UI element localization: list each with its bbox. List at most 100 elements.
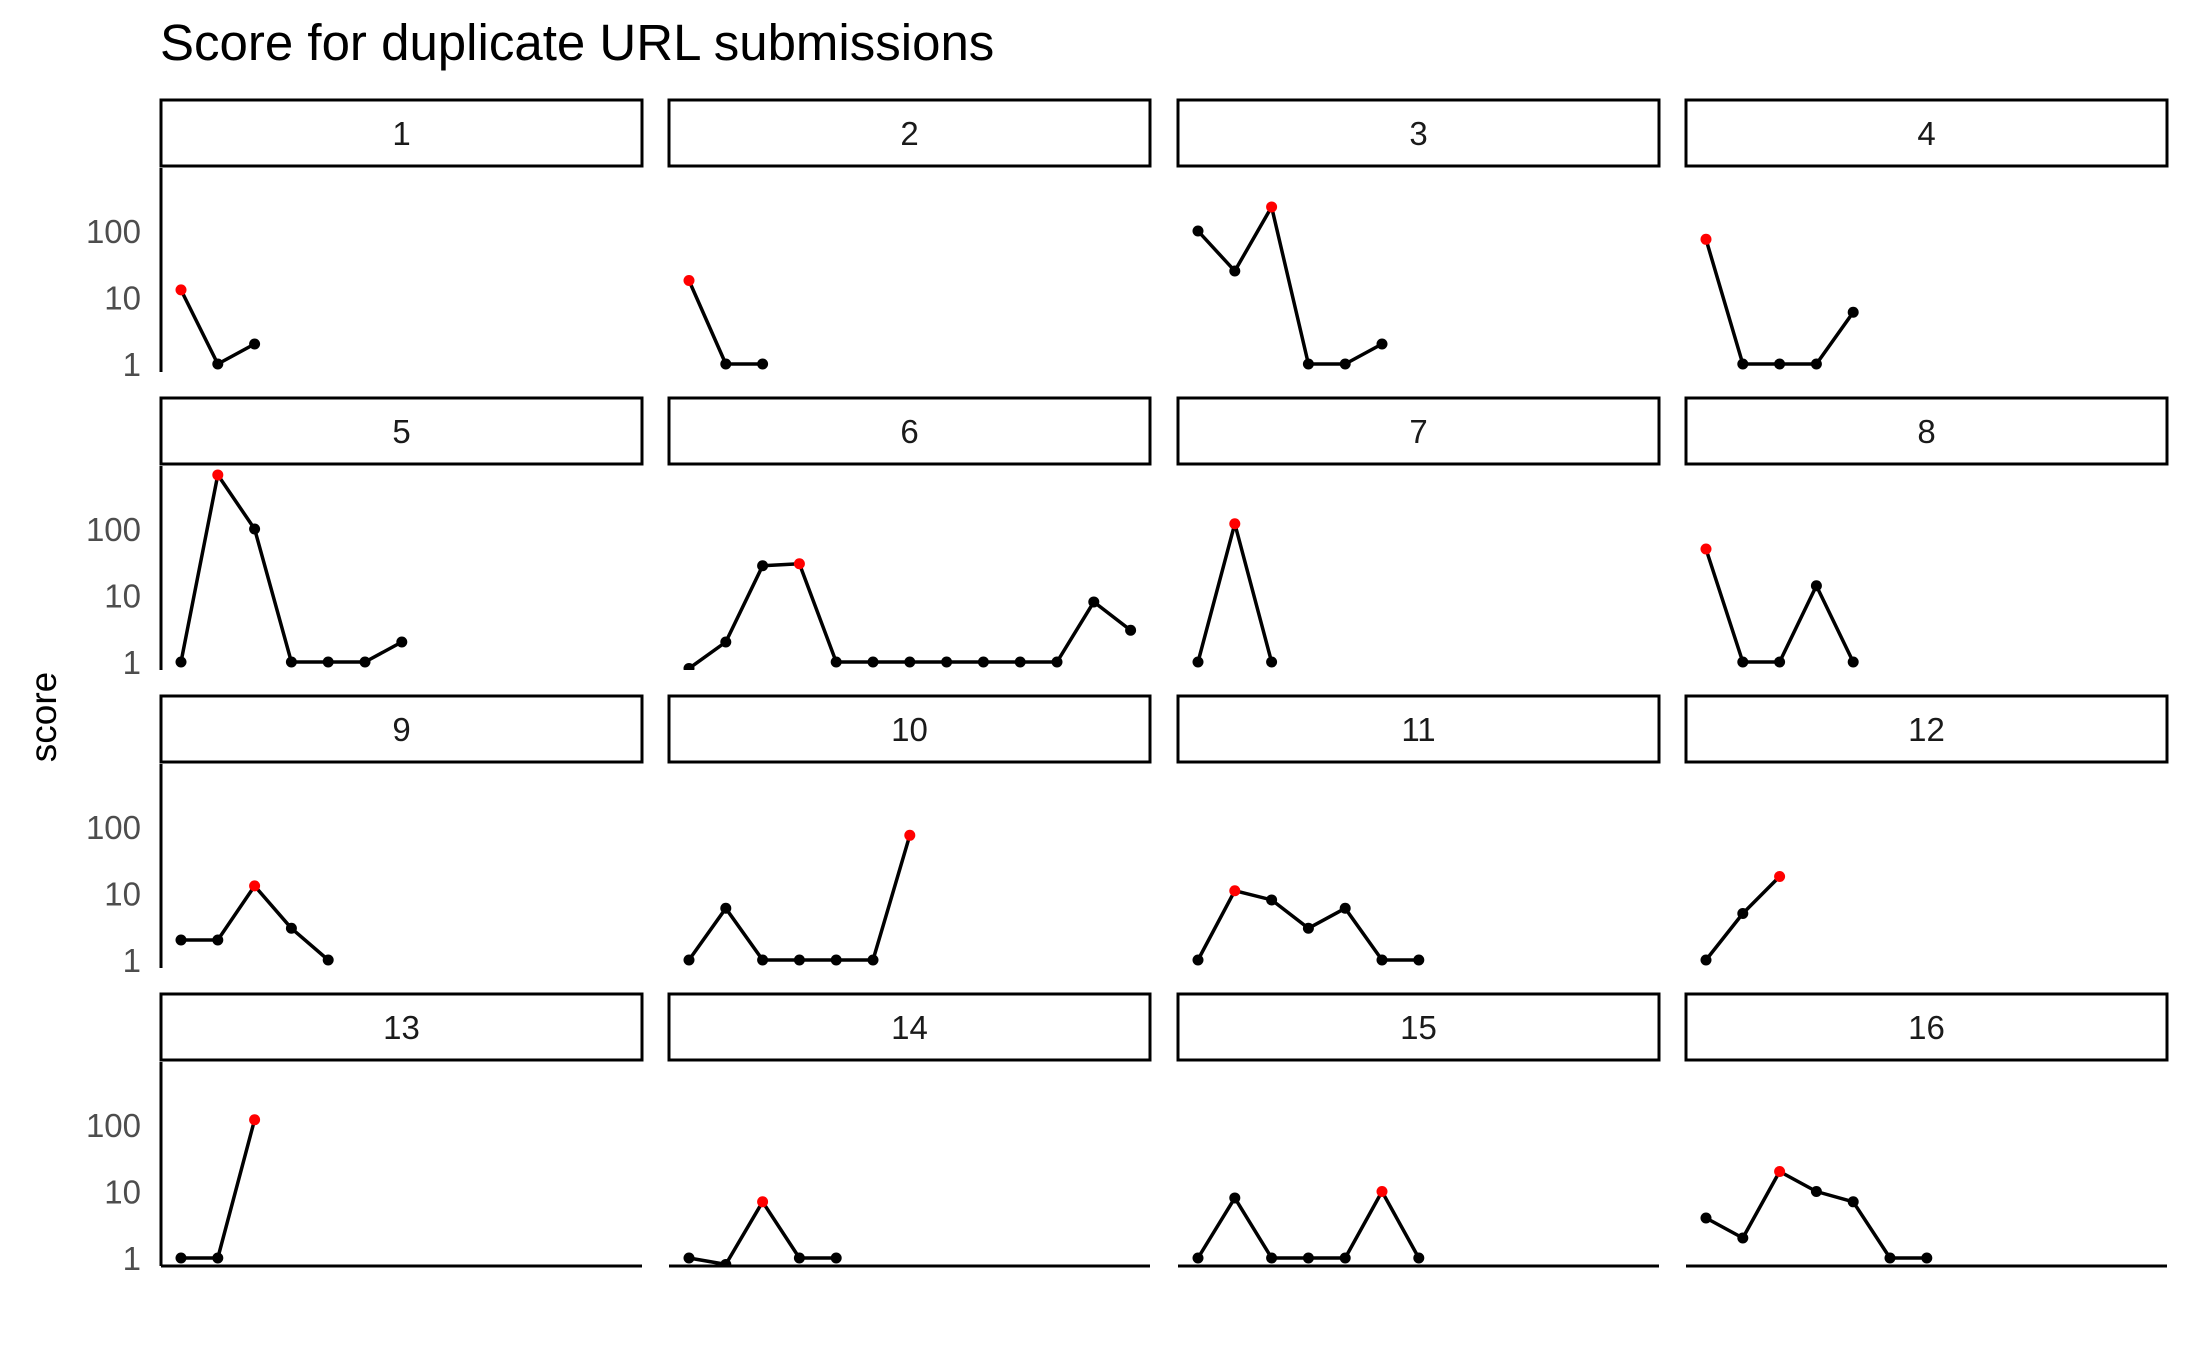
data-point [720, 1258, 732, 1266]
y-tick-label: 100 [86, 1107, 141, 1144]
data-point [1847, 656, 1859, 668]
data-point [249, 523, 261, 535]
chart-title: Score for duplicate URL submissions [160, 14, 994, 71]
max-score-point [1229, 518, 1241, 530]
facet-strip [159, 98, 644, 168]
data-point [1737, 358, 1749, 370]
facet-strip [667, 694, 1152, 764]
facet-panel: 8 [1684, 396, 2169, 668]
max-score-point [1774, 871, 1786, 883]
max-score-point [757, 1196, 769, 1208]
y-tick-label: 1 [123, 942, 141, 979]
facet-strip [1684, 396, 2169, 466]
facet-strip-label: 13 [383, 1009, 420, 1046]
max-score-point [1700, 233, 1712, 245]
series-line [1705, 1169, 1927, 1260]
data-point [683, 1252, 695, 1264]
max-score-point [793, 558, 805, 570]
facet-strip [667, 992, 1152, 1062]
facet-strip [1684, 98, 2169, 168]
data-point [1413, 1252, 1425, 1264]
facet-strip-label: 12 [1908, 711, 1945, 748]
facet-strip [1176, 992, 1661, 1062]
data-point [867, 656, 879, 668]
data-point [757, 560, 769, 572]
facet-panel: 7 [1176, 396, 1661, 668]
series-group [683, 275, 769, 370]
data-point [175, 656, 187, 668]
max-score-point [1229, 885, 1241, 897]
data-point [867, 954, 879, 966]
y-axis-title: score [23, 672, 64, 762]
data-point [1014, 656, 1026, 668]
series-group [1192, 201, 1388, 370]
max-score-point [904, 829, 916, 841]
facet-strip-label: 2 [900, 115, 918, 152]
facet-strip [1684, 694, 2169, 764]
data-point [1192, 225, 1204, 237]
facet-strip [667, 98, 1152, 168]
max-score-point [1266, 201, 1278, 213]
facet-strip-label: 7 [1409, 413, 1427, 450]
max-score-point [683, 275, 695, 287]
y-tick-label: 100 [86, 511, 141, 548]
series-line [687, 279, 763, 366]
series-group [683, 558, 1137, 670]
max-score-point [1376, 1186, 1388, 1197]
data-point [1810, 580, 1822, 592]
facet-strip-label: 6 [900, 413, 918, 450]
data-point [175, 1252, 187, 1264]
y-tick-label: 10 [104, 578, 141, 615]
facet-strip [159, 396, 644, 466]
data-point [212, 358, 224, 370]
series-line [1704, 238, 1855, 366]
facet-strip-label: 15 [1400, 1009, 1437, 1046]
max-score-point [1700, 543, 1712, 555]
series-line [687, 562, 1132, 670]
series-line [688, 1200, 837, 1266]
facet-panel: 13 1 10 100 [86, 992, 644, 1277]
data-point [720, 358, 732, 370]
series-group [175, 880, 334, 966]
data-point [904, 656, 916, 668]
data-point [1737, 908, 1749, 920]
data-point [1810, 1186, 1822, 1197]
data-point [1810, 358, 1822, 370]
facet-panel: 5 1 10 100 [86, 396, 644, 681]
series-line [687, 834, 912, 962]
series-group [1192, 518, 1278, 668]
data-point [1737, 656, 1749, 668]
facet-panel: 11 [1176, 694, 1661, 966]
data-point [830, 954, 842, 966]
facet-panel: 3 [1176, 98, 1661, 370]
data-point [1847, 1196, 1859, 1208]
facet-strip-label: 5 [392, 413, 410, 450]
data-point [285, 656, 297, 668]
max-score-point [1774, 1165, 1786, 1177]
facet-panel: 2 [667, 98, 1152, 370]
facet-strip [159, 992, 644, 1062]
max-score-point [175, 284, 187, 296]
data-point [1302, 1252, 1314, 1264]
facet-strip [159, 694, 644, 764]
data-point [1774, 358, 1786, 370]
series-line [1704, 548, 1855, 664]
facet-strip-label: 16 [1908, 1009, 1945, 1046]
facet-strip [1176, 98, 1661, 168]
y-tick-label: 1 [123, 644, 141, 681]
series-group [1700, 1165, 1933, 1264]
data-point [1376, 954, 1388, 966]
data-point [175, 934, 187, 946]
data-point [1229, 265, 1241, 277]
facet-strip-label: 11 [1401, 711, 1435, 748]
data-point [757, 358, 769, 370]
series-group [1192, 885, 1425, 966]
data-point [1339, 1252, 1351, 1264]
series-line [179, 473, 403, 664]
facet-strip-label: 10 [891, 711, 928, 748]
series-group [175, 284, 261, 370]
facet-panel: 12 [1684, 694, 2169, 966]
data-point [1339, 902, 1351, 914]
data-point [359, 656, 371, 668]
